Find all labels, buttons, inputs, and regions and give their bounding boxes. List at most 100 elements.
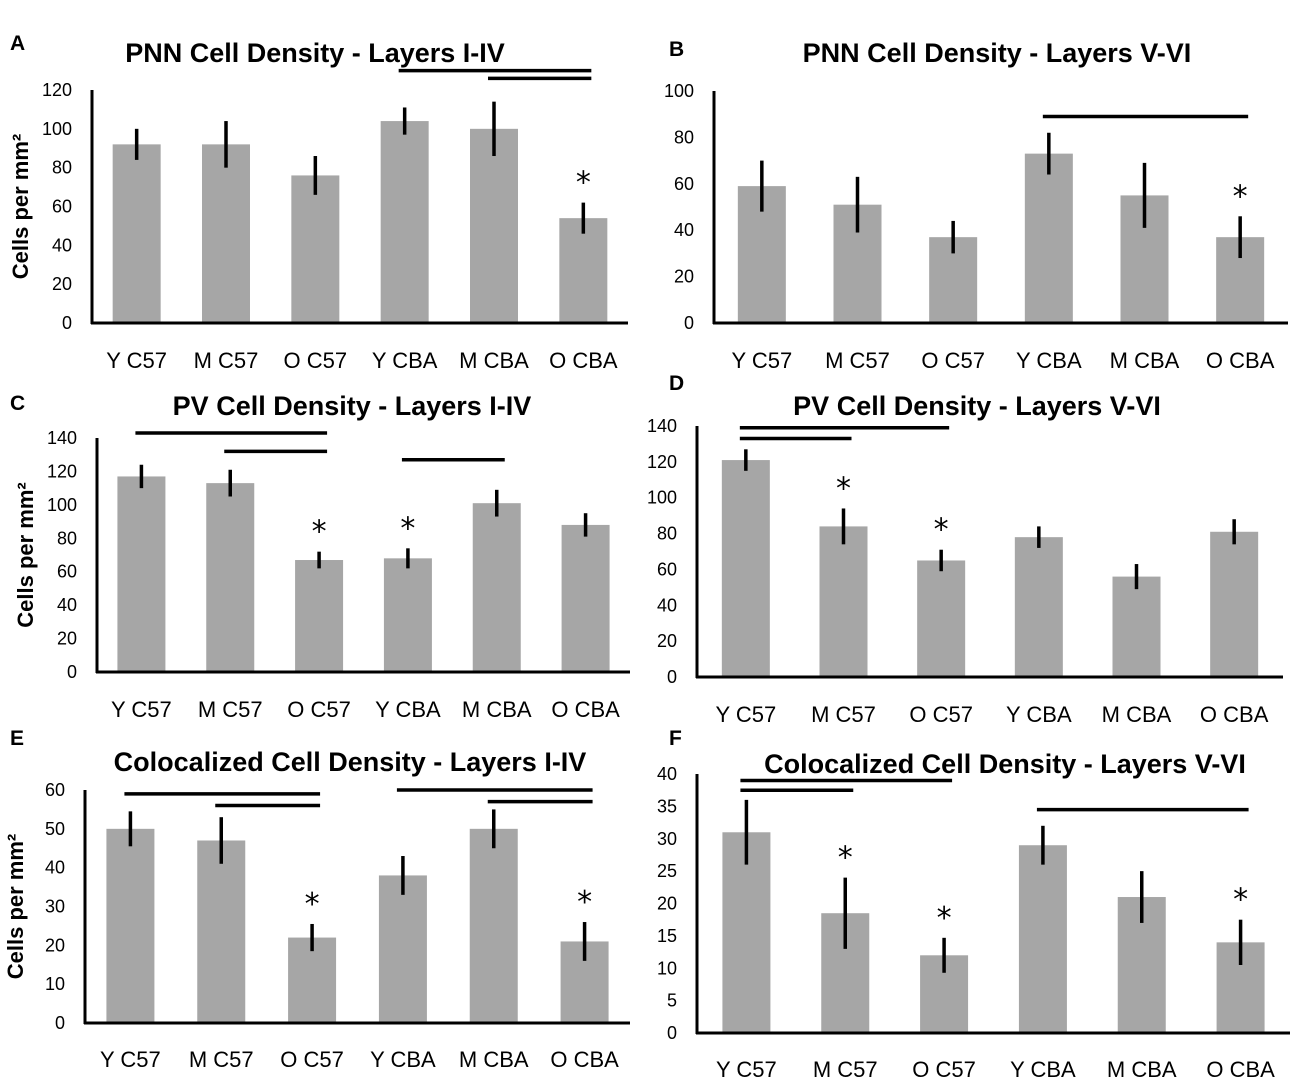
x-category-label: O C57 — [912, 1057, 976, 1082]
y-tick-label: 60 — [52, 197, 72, 217]
y-tick-label: 0 — [684, 313, 694, 333]
x-category-label: Y CBA — [375, 697, 441, 722]
x-category-label: Y C57 — [106, 348, 167, 373]
x-category-label: Y CBA — [372, 348, 438, 373]
y-tick-label: 0 — [55, 1013, 65, 1033]
significance-star: * — [934, 513, 949, 548]
y-tick-label: 20 — [657, 631, 677, 651]
bar — [288, 937, 337, 1023]
x-category-label: M CBA — [1110, 348, 1180, 373]
y-tick-label: 60 — [674, 174, 694, 194]
x-category-label: Y CBA — [1006, 702, 1072, 727]
y-tick-label: 140 — [47, 428, 77, 448]
x-category-label: O CBA — [549, 348, 618, 373]
y-tick-label: 40 — [57, 595, 77, 615]
y-tick-label: 25 — [657, 861, 677, 881]
bar — [202, 144, 250, 323]
significance-star: * — [305, 887, 320, 922]
y-axis-title: Cells per mm² — [8, 134, 33, 280]
significance-star: * — [836, 471, 851, 506]
y-axis-title: Cells per mm² — [13, 482, 38, 628]
y-tick-label: 120 — [42, 80, 72, 100]
x-category-label: O CBA — [550, 1047, 619, 1072]
x-category-label: M C57 — [189, 1047, 254, 1072]
y-tick-label: 15 — [657, 926, 677, 946]
x-category-label: O CBA — [1200, 702, 1269, 727]
significance-star: * — [312, 515, 327, 550]
bar — [1014, 537, 1063, 677]
panel-letter: B — [669, 38, 684, 61]
significance-star: * — [838, 841, 853, 876]
bar — [470, 128, 518, 323]
y-tick-label: 30 — [657, 829, 677, 849]
y-tick-label: 80 — [57, 528, 77, 548]
bar — [206, 483, 255, 672]
x-category-label: O C57 — [284, 348, 348, 373]
significance-star: * — [937, 901, 952, 936]
panel-letter: C — [10, 392, 25, 415]
chart-title: PV Cell Density - Layers I-IV — [173, 391, 532, 421]
y-tick-label: 100 — [42, 119, 72, 139]
x-category-label: M CBA — [1102, 702, 1172, 727]
y-tick-label: 10 — [45, 974, 65, 994]
panel-letter: E — [10, 727, 24, 750]
y-tick-label: 120 — [47, 461, 77, 481]
x-category-label: Y CBA — [1016, 348, 1082, 373]
bar — [1210, 531, 1259, 677]
y-tick-label: 30 — [45, 897, 65, 917]
bar — [917, 560, 966, 677]
significance-star: * — [1233, 179, 1248, 214]
y-tick-label: 20 — [52, 274, 72, 294]
bar — [112, 144, 161, 323]
significance-star: * — [577, 885, 592, 920]
x-category-label: M C57 — [811, 702, 876, 727]
bar — [378, 875, 427, 1023]
y-tick-label: 10 — [657, 958, 677, 978]
x-category-label: O C57 — [287, 697, 351, 722]
y-tick-label: 0 — [62, 313, 72, 333]
panel-letter: F — [669, 727, 682, 750]
bar — [469, 828, 518, 1023]
y-tick-label: 40 — [45, 858, 65, 878]
panel-letter: A — [10, 32, 25, 55]
chart-panel-b: B PNN Cell Density - Layers V-VI 0 20 40 60 80… — [664, 38, 1288, 373]
x-category-label: Y CBA — [370, 1047, 436, 1072]
y-tick-label: 50 — [45, 819, 65, 839]
x-category-label: M CBA — [1107, 1057, 1177, 1082]
y-tick-label: 40 — [674, 220, 694, 240]
y-tick-label: 120 — [647, 452, 677, 472]
y-tick-label: 80 — [657, 524, 677, 544]
y-tick-label: 60 — [657, 559, 677, 579]
y-tick-label: 40 — [657, 764, 677, 784]
y-tick-label: 100 — [47, 495, 77, 515]
bar — [1112, 576, 1161, 677]
x-category-label: Y C57 — [731, 348, 792, 373]
x-category-label: Y C57 — [100, 1047, 161, 1072]
bar — [291, 175, 340, 323]
x-category-label: M CBA — [459, 348, 529, 373]
y-tick-label: 40 — [52, 235, 72, 255]
x-category-label: O C57 — [909, 702, 973, 727]
chart-title: Colocalized Cell Density - Layers I-IV — [114, 747, 587, 777]
chart-panel-f: F Colocalized Cell Density - Layers V-VI 0… — [657, 727, 1290, 1082]
chart-panel-c: C PV Cell Density - Layers I-IV 0 20 40 60 80 1… — [10, 391, 630, 722]
bar — [117, 476, 166, 672]
bar — [295, 560, 344, 672]
y-tick-label: 20 — [45, 935, 65, 955]
significance-star: * — [400, 511, 415, 546]
chart-panel-e: E Colocalized Cell Density - Layers I-IV 0… — [3, 727, 630, 1072]
y-tick-label: 100 — [647, 488, 677, 508]
chart-title: PNN Cell Density - Layers I-IV — [125, 38, 505, 68]
x-category-label: M C57 — [813, 1057, 878, 1082]
y-tick-label: 35 — [657, 796, 677, 816]
x-category-label: O C57 — [921, 348, 985, 373]
panel-letter: D — [669, 372, 684, 395]
bar — [197, 840, 246, 1023]
x-category-label: O CBA — [1206, 348, 1275, 373]
bar — [722, 832, 771, 1033]
y-tick-label: 140 — [647, 416, 677, 436]
y-tick-label: 20 — [657, 894, 677, 914]
bar — [383, 558, 432, 672]
x-category-label: M C57 — [198, 697, 263, 722]
